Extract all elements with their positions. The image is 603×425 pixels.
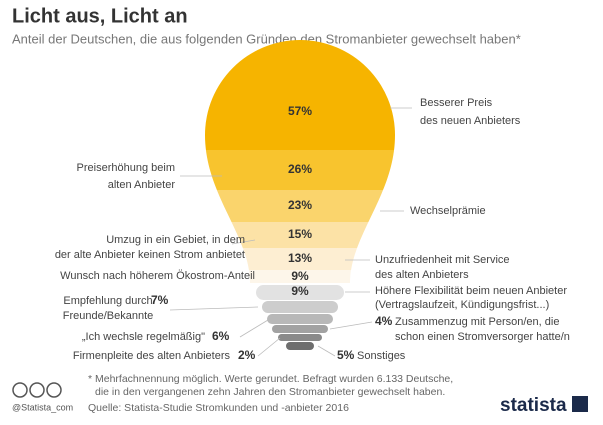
leader-line	[329, 321, 373, 330]
category-label: (Vertragslaufzeit, Kündigungsfrist...)	[375, 299, 549, 311]
category-label: Wunsch nach höherem Ökostrom-Anteil	[60, 270, 255, 282]
bulb-band	[205, 270, 395, 283]
category-label: Unzufriedenheit mit Service	[375, 254, 510, 266]
socket-band	[267, 314, 333, 324]
category-label: des alten Anbieters	[375, 269, 469, 281]
bulb-band	[205, 248, 395, 270]
value-label: 23%	[288, 198, 312, 212]
value-label: 57%	[288, 104, 312, 118]
category-label: Empfehlung durch	[63, 295, 152, 307]
category-label: Zusammenzug mit Person/en, die	[395, 316, 559, 328]
leader-line	[169, 306, 259, 311]
value-label: 6%	[212, 329, 230, 343]
leader-line	[231, 239, 256, 245]
category-label: Umzug in ein Gebiet, in dem	[106, 234, 245, 246]
socket-band	[262, 301, 338, 313]
bulb-band	[205, 190, 395, 222]
value-label: 13%	[288, 251, 312, 265]
chart-title: Licht aus, Licht an	[12, 5, 188, 27]
socket-band	[278, 334, 322, 341]
value-label: 9%	[291, 284, 309, 298]
logo-icon	[572, 396, 588, 412]
logo: statista	[500, 395, 567, 416]
value-label: 2%	[238, 348, 256, 362]
value-label: 7%	[151, 293, 169, 307]
bulb	[205, 40, 395, 283]
category-label: Preiserhöhung beim	[77, 162, 175, 174]
category-label: der alte Anbieter keinen Strom anbietet	[55, 249, 245, 261]
category-label: Freunde/Bekannte	[63, 310, 154, 322]
category-label: Wechselprämie	[410, 205, 486, 217]
value-label: 26%	[288, 162, 312, 176]
leader-line	[239, 319, 269, 338]
value-label: 9%	[291, 269, 309, 283]
leader-line	[257, 337, 281, 357]
category-label: Firmenpleite des alten Anbieters	[73, 350, 231, 362]
leader-line	[317, 345, 336, 357]
value-label: 15%	[288, 227, 312, 241]
category-label: „Ich wechsle regelmäßig"	[82, 331, 205, 343]
footnote: * Mehrfachnennung möglich. Werte gerunde…	[88, 373, 453, 385]
cc-icons	[12, 382, 62, 398]
chart-subtitle: Anteil der Deutschen, die aus folgenden …	[12, 31, 521, 46]
bulb-band	[205, 150, 395, 190]
category-label: des neuen Anbieters	[420, 115, 521, 127]
category-label: alten Anbieter	[108, 179, 176, 191]
socket-band	[272, 325, 328, 333]
footnote: die in den vergangenen zehn Jahren den S…	[95, 386, 445, 398]
source: Quelle: Statista-Studie Stromkunden und …	[88, 402, 349, 414]
socket-band	[286, 342, 314, 350]
category-label: Höhere Flexibilität beim neuen Anbieter	[375, 285, 567, 297]
credit: @Statista_com	[12, 402, 73, 412]
value-label: 4%	[375, 314, 393, 328]
category-label: schon einen Stromversorger hatte/n	[395, 331, 570, 343]
category-label: Besserer Preis	[420, 97, 493, 109]
value-label: 5%	[337, 348, 355, 362]
socket-band	[256, 285, 344, 300]
category-label: Sonstiges	[357, 350, 406, 362]
